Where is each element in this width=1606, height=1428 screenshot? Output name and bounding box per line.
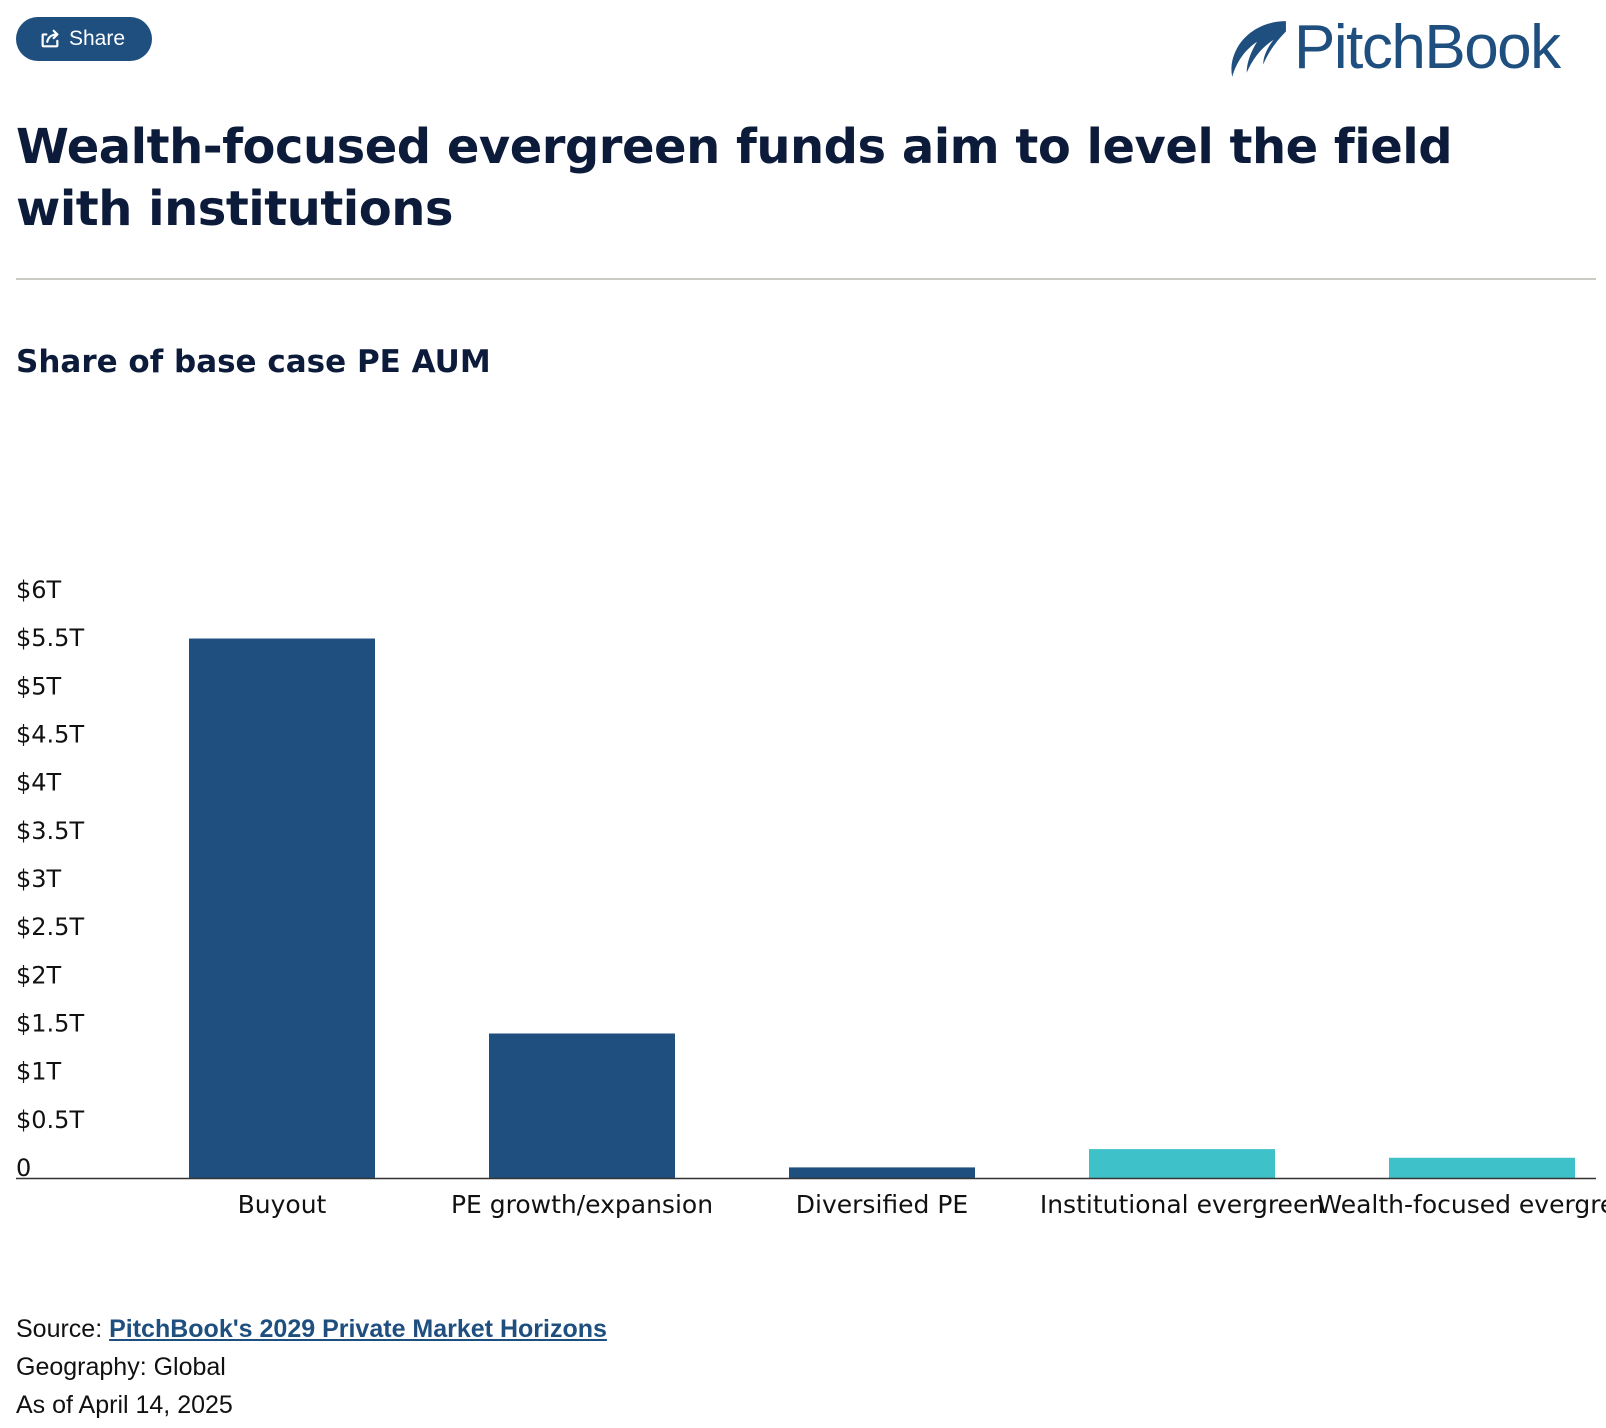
x-tick-label: PE growth/expansion xyxy=(451,1190,713,1219)
share-button-label: Share xyxy=(68,27,126,50)
x-tick-label: Wealth-focused evergreen xyxy=(1317,1190,1606,1219)
bar xyxy=(1089,1149,1275,1178)
chart-footer: Source: PitchBook's 2029 Private Market … xyxy=(16,1310,607,1424)
y-tick-label: 0 xyxy=(16,1154,31,1182)
bar xyxy=(489,1033,675,1178)
as-of-date: As of April 14, 2025 xyxy=(16,1391,233,1419)
y-tick-label: $3.5T xyxy=(16,817,84,845)
x-tick-label: Diversified PE xyxy=(796,1190,968,1219)
y-tick-label: $4.5T xyxy=(16,721,84,749)
y-tick-label: $3T xyxy=(16,865,62,893)
y-tick-label: $5T xyxy=(16,672,62,700)
source-link[interactable]: PitchBook's 2029 Private Market Horizons xyxy=(109,1315,607,1343)
x-tick-label: Buyout xyxy=(238,1190,327,1219)
y-tick-label: $2T xyxy=(16,961,62,989)
pitchbook-logo-text: PitchBook xyxy=(1294,13,1561,82)
share-icon xyxy=(41,29,59,48)
y-tick-label: $1T xyxy=(16,1058,62,1086)
chart-title: Share of base case PE AUM xyxy=(16,344,491,380)
bar-chart: 0 $0.5T $1T $1.5T $2T $2.5T $3T $3.5T $4T $4.5T $5… xyxy=(16,576,1606,1219)
source-label: Source: xyxy=(16,1315,110,1343)
y-tick-label: $6T xyxy=(16,576,62,604)
pitchbook-logo[interactable]: PitchBook xyxy=(1226,12,1596,84)
y-tick-label: $0.5T xyxy=(16,1106,84,1134)
title-divider xyxy=(16,278,1596,280)
pitchbook-sail-icon xyxy=(1231,21,1286,77)
page-title: Wealth-focused evergreen funds aim to le… xyxy=(16,119,1453,237)
bar xyxy=(789,1167,975,1178)
y-tick-label: $1.5T xyxy=(16,1010,84,1038)
bar xyxy=(1389,1157,1575,1178)
x-tick-label: Institutional evergreen xyxy=(1040,1190,1324,1219)
bar xyxy=(189,638,375,1178)
y-tick-label: $5.5T xyxy=(16,624,84,652)
y-tick-label: $4T xyxy=(16,769,62,797)
geography-note: Geography: Global xyxy=(16,1353,226,1381)
source-line: Source: PitchBook's 2029 Private Market … xyxy=(16,1310,607,1348)
y-tick-label: $2.5T xyxy=(16,913,84,941)
share-button[interactable]: Share xyxy=(16,17,152,61)
